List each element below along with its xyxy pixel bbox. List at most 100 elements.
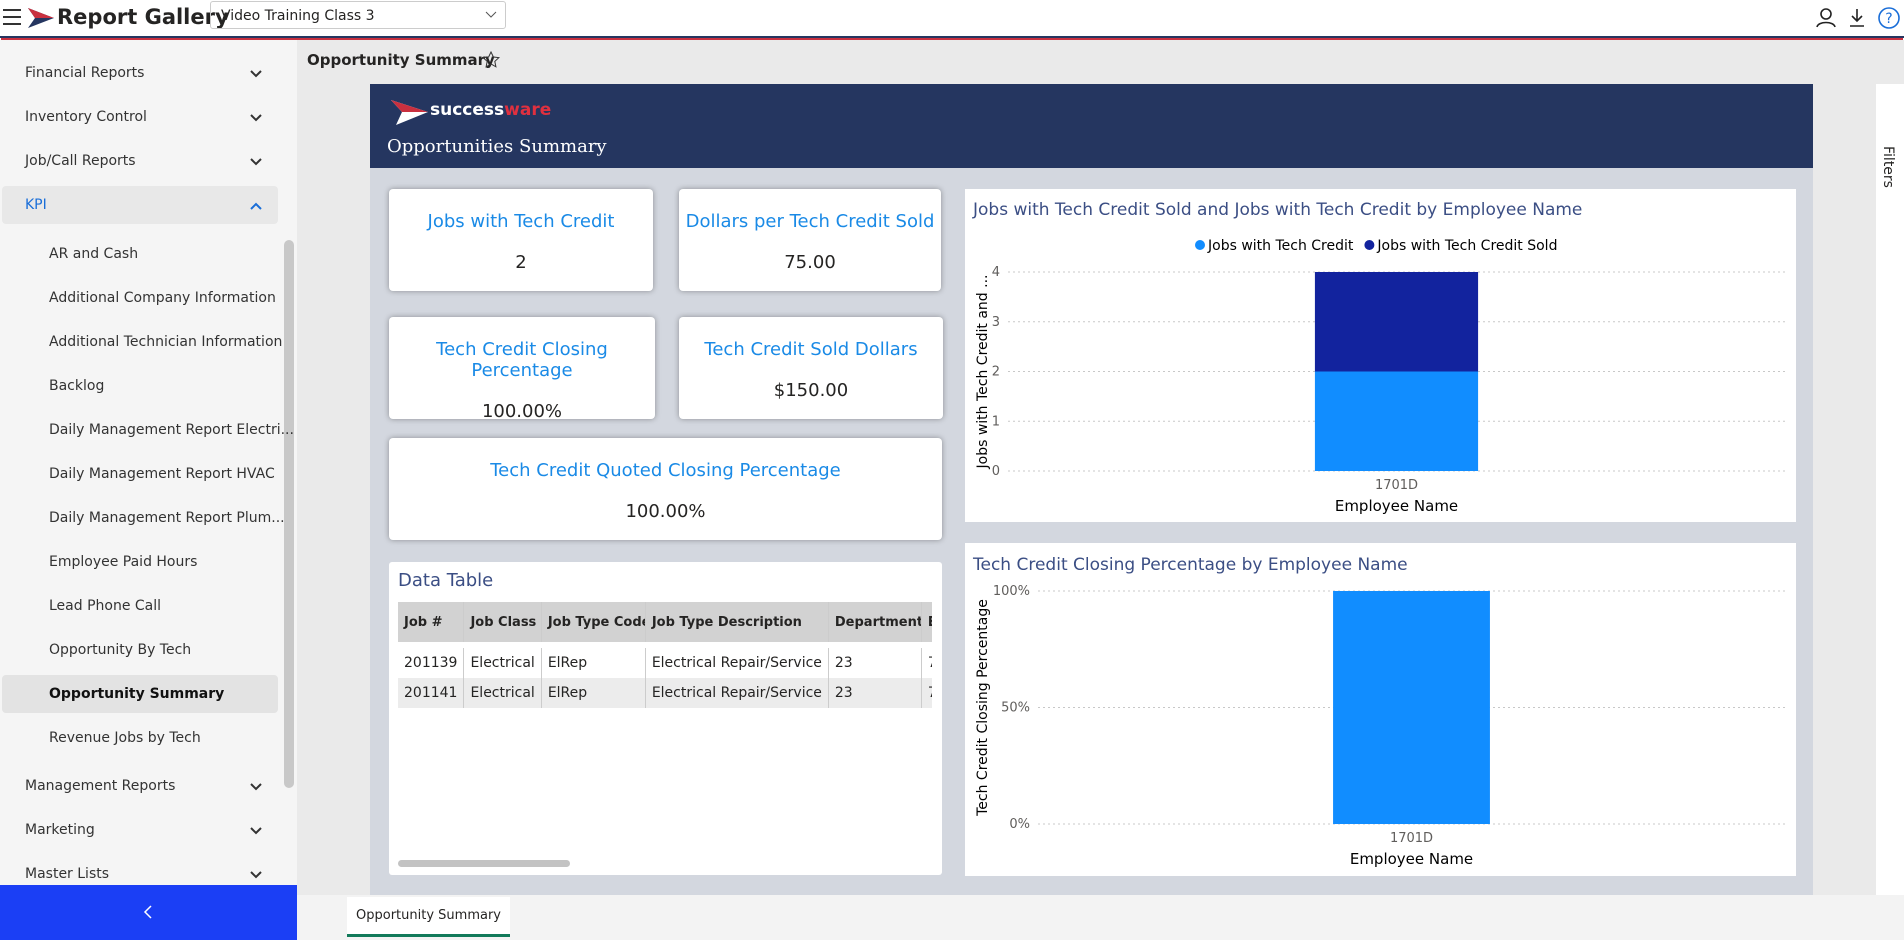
table-cell: 7/30, (921, 648, 932, 678)
report-title: Opportunities Summary (387, 136, 607, 157)
nav-item[interactable]: Daily Management Report Electri... (49, 422, 294, 438)
table-row: 201141 Electrical ElRep Electrical Repair/S… (398, 678, 932, 708)
x-axis-label: Employee Name (1335, 497, 1458, 515)
nav-item[interactable]: Additional Technician Information (49, 334, 283, 350)
y-tick-label: 3 (992, 315, 1000, 330)
bar-segment (1314, 272, 1479, 372)
nav-section[interactable]: Master Lists (25, 866, 110, 882)
table-cell: ElRep (541, 678, 646, 708)
nav-item[interactable]: Additional Company Information (49, 290, 276, 306)
table-row: 201139 Electrical ElRep Electrical Repair/S… (398, 648, 932, 678)
expand-chevron (250, 158, 262, 166)
chart-title: Jobs with Tech Credit Sold and Jobs with… (972, 200, 1582, 220)
dataset-name: Video Training Class 3 (221, 8, 375, 24)
expand-chevron (250, 871, 262, 879)
x-tick-label: 1701D (1375, 478, 1418, 493)
expand-chevron (250, 70, 262, 78)
y-tick-label: 0 (992, 464, 1000, 479)
chart: Jobs with Tech Credit Sold and Jobs with… (965, 189, 1796, 522)
kpi-value: 2 (515, 252, 527, 273)
report-header: successware Opportunities Summary (370, 84, 1813, 168)
nav-item[interactable]: AR and Cash (49, 246, 139, 262)
brand-a: success (430, 100, 505, 120)
legend: Jobs with Tech Credit Jobs with Tech Cred… (1195, 238, 1557, 254)
nav-item[interactable]: Daily Management Report Plum... (49, 510, 285, 526)
toolbar-icons[interactable]: ? (1812, 6, 1902, 30)
expand-chevron (250, 783, 262, 791)
top-bar: Report Gallery Video Training Class 3 ? (0, 0, 1904, 38)
chevron (250, 114, 262, 122)
y-tick-label: 0% (1009, 817, 1030, 832)
nav-item[interactable]: Revenue Jobs by Tech (49, 730, 201, 746)
h-scrollbar (398, 860, 570, 867)
nav-section-active (2, 186, 278, 224)
nav-section[interactable]: Job/Call Reports (25, 153, 136, 169)
chevron (250, 158, 262, 166)
expand-chevron (250, 827, 262, 835)
expand-chevron (250, 114, 262, 122)
nav-item[interactable]: Opportunity By Tech (49, 642, 192, 658)
kpi-value: 75.00 (784, 252, 836, 273)
y-tick-label: 4 (992, 265, 1000, 280)
kpi-card: Dollars per Tech Credit Sold 75.00 (679, 189, 941, 291)
kpi-value: 100.00% (481, 401, 563, 422)
table-cell: Electrical Repair/Service (645, 678, 829, 708)
kpi-label: Jobs with Tech Credit (427, 211, 615, 232)
nav-item[interactable]: Lead Phone Call (49, 598, 162, 614)
kpi-card: Jobs with Tech Credit 2 (389, 189, 653, 291)
nav-section[interactable]: Management Reports (25, 778, 176, 794)
nav-item[interactable]: Backlog (49, 378, 105, 394)
column-header: Job Type Code (541, 602, 646, 642)
sidebar-scrollbar (284, 240, 294, 788)
column-header: Job Class (463, 602, 542, 642)
kpi-label: Dollars per Tech Credit Sold (685, 211, 935, 232)
chart-title: Tech Credit Closing Percentage by Employ… (972, 555, 1408, 575)
nav-section[interactable]: KPI (25, 197, 47, 213)
collapse-button[interactable] (0, 885, 297, 940)
bar (1333, 591, 1490, 824)
table-cell: 23 (828, 648, 922, 678)
kpi-value: $150.00 (773, 380, 849, 401)
favorite-star[interactable] (482, 51, 500, 69)
column-header: Job Type Description (645, 602, 829, 642)
page-title: Opportunity Summary (307, 51, 495, 69)
nav-section[interactable]: Marketing (25, 822, 95, 838)
kpi-card: Tech Credit Sold Dollars $150.00 (679, 317, 943, 419)
table-cell: Electrical (463, 678, 542, 708)
dropdown-arrow (485, 11, 497, 18)
chevron (250, 783, 262, 791)
nav-item[interactable]: Employee Paid Hours (49, 554, 198, 570)
chart: Tech Credit Closing Percentage by Employ… (965, 543, 1796, 876)
table-cell: 7/30, (921, 678, 932, 708)
nav-item[interactable]: Opportunity Summary (49, 686, 225, 702)
brand-logo (391, 100, 428, 125)
table-cell: 201141 (398, 678, 465, 708)
y-axis-label: Jobs with Tech Credit and ... (975, 275, 991, 470)
x-axis-label: Employee Name (1350, 850, 1473, 868)
header-row: Job # Job Class Job Type Code Job Type Desc… (398, 602, 932, 642)
legend-label: Jobs with Tech Credit (1207, 238, 1354, 254)
x-tick-label: 1701D (1390, 831, 1433, 846)
page-tab[interactable]: Opportunity Summary (347, 897, 510, 937)
nav-section[interactable]: Financial Reports (25, 65, 145, 81)
menu-icon[interactable] (2, 7, 24, 27)
collapse-chevron (250, 202, 262, 210)
legend-swatch (1195, 240, 1205, 250)
brand-b: ware (504, 100, 552, 120)
table-cell: Electrical Repair/Service (645, 648, 829, 678)
y-tick-label: 1 (992, 414, 1000, 429)
filters-label: Filters (1880, 146, 1896, 188)
nav-section[interactable]: Inventory Control (25, 109, 147, 125)
svg-text:?: ? (1885, 11, 1892, 27)
y-tick-label: 2 (992, 365, 1000, 380)
y-tick-label: 50% (1001, 701, 1030, 716)
nav-item-highlight (2, 675, 278, 713)
nav-item[interactable]: Daily Management Report HVAC (49, 466, 275, 482)
filters-pane[interactable]: Filters (1876, 84, 1904, 895)
sidebar: Financial Reports Inventory Control Job/Ca… (0, 40, 297, 885)
legend-swatch (1364, 240, 1375, 250)
app-title: Report Gallery (57, 5, 229, 29)
table-cell: 23 (828, 678, 922, 708)
dataset-dropdown[interactable]: Video Training Class 3 (210, 1, 506, 29)
column-header: Department (828, 602, 922, 642)
